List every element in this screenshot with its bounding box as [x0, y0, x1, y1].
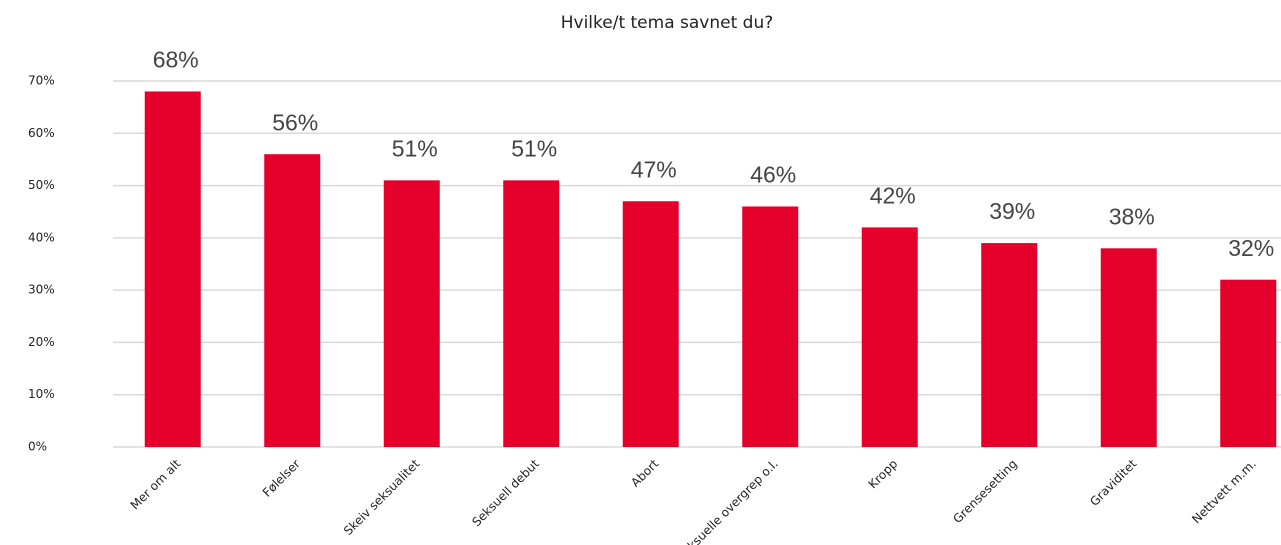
bar [383, 180, 440, 448]
value-label: 42% [870, 182, 916, 208]
x-tick-label: Seksuell debut [469, 456, 542, 529]
value-label: 46% [750, 162, 796, 188]
value-label: 47% [631, 156, 677, 182]
x-tick-label: Seksuelle overgrep o.l. [674, 457, 781, 545]
value-label: 39% [989, 198, 1035, 224]
x-tick-label: Abort [628, 456, 661, 489]
y-tick-label: 0% [28, 440, 47, 454]
bar [861, 227, 918, 447]
y-tick-label: 40% [28, 230, 55, 244]
bar [503, 180, 560, 448]
x-tick-label: Nettvett m.m. [1189, 457, 1259, 527]
x-tick-label: Grensesetting [950, 457, 1019, 526]
x-tick-label: Følelser [260, 457, 303, 500]
value-label: 68% [153, 47, 199, 73]
x-tick-label: Graviditet [1087, 456, 1139, 508]
x-tick-label: Mer om alt [128, 456, 184, 512]
value-label: 32% [1228, 235, 1274, 261]
y-tick-label: 70% [28, 74, 55, 88]
x-tick-label: Skeiv seksualitet [341, 456, 423, 538]
value-label: 51% [392, 135, 438, 161]
value-label: 51% [511, 135, 557, 161]
chart-title: Hvilke/t tema savnet du? [561, 13, 774, 33]
bar [144, 91, 201, 447]
bar [622, 201, 679, 447]
bar [981, 243, 1038, 447]
bar [742, 206, 799, 447]
bar [1220, 279, 1277, 447]
bar [264, 154, 321, 447]
y-tick-label: 60% [28, 126, 55, 140]
value-label: 38% [1109, 203, 1155, 229]
value-label: 56% [272, 109, 318, 135]
x-tick-label: Kropp [866, 457, 901, 492]
y-tick-label: 10% [28, 387, 55, 401]
y-tick-label: 50% [28, 178, 55, 192]
y-tick-label: 30% [28, 283, 55, 297]
bar [1100, 248, 1157, 447]
y-tick-label: 20% [28, 335, 55, 349]
